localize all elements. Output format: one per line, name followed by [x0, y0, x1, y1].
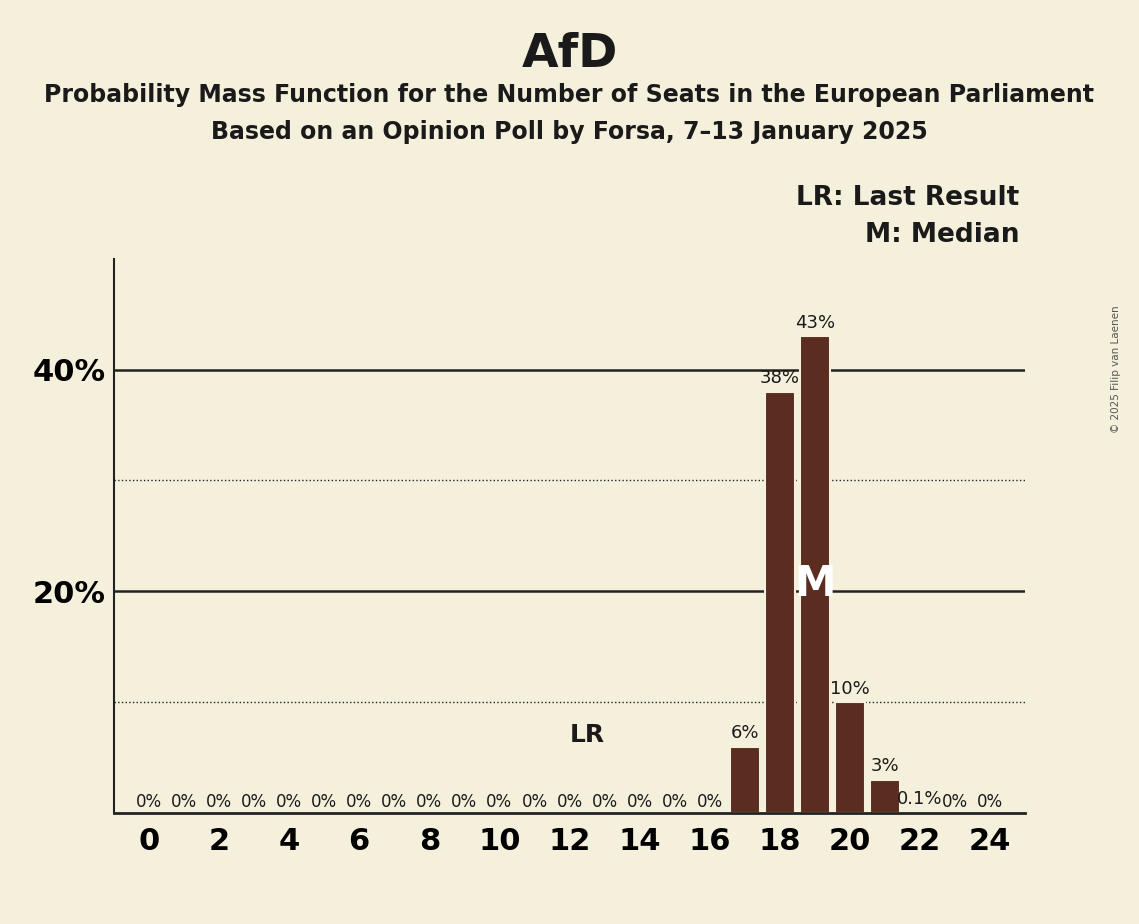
Text: 0%: 0% — [626, 793, 653, 811]
Text: 0%: 0% — [697, 793, 723, 811]
Text: 0%: 0% — [311, 793, 337, 811]
Text: 0%: 0% — [382, 793, 408, 811]
Text: 0%: 0% — [136, 793, 162, 811]
Bar — [765, 392, 795, 813]
Text: © 2025 Filip van Laenen: © 2025 Filip van Laenen — [1112, 306, 1121, 433]
Text: LR: LR — [570, 723, 605, 747]
Text: 0%: 0% — [416, 793, 442, 811]
Bar — [870, 780, 900, 813]
Text: 0%: 0% — [977, 793, 1003, 811]
Text: 38%: 38% — [760, 370, 800, 387]
Text: AfD: AfD — [522, 32, 617, 78]
Text: 0%: 0% — [591, 793, 617, 811]
Bar — [835, 702, 865, 813]
Text: 0.1%: 0.1% — [898, 790, 943, 808]
Text: 0%: 0% — [346, 793, 372, 811]
Text: M: M — [794, 564, 836, 605]
Text: M: Median: M: Median — [865, 222, 1019, 248]
Text: 0%: 0% — [241, 793, 268, 811]
Text: 0%: 0% — [206, 793, 232, 811]
Text: 3%: 3% — [870, 758, 899, 775]
Text: 43%: 43% — [795, 314, 835, 332]
Bar — [800, 336, 829, 813]
Text: Probability Mass Function for the Number of Seats in the European Parliament: Probability Mass Function for the Number… — [44, 83, 1095, 107]
Text: LR: Last Result: LR: Last Result — [796, 185, 1019, 211]
Text: 6%: 6% — [730, 724, 759, 742]
Text: 0%: 0% — [451, 793, 477, 811]
Text: 0%: 0% — [486, 793, 513, 811]
Text: 0%: 0% — [557, 793, 582, 811]
Text: 0%: 0% — [522, 793, 548, 811]
Text: 0%: 0% — [942, 793, 968, 811]
Bar — [906, 812, 935, 813]
Text: 0%: 0% — [171, 793, 197, 811]
Text: 10%: 10% — [830, 680, 870, 698]
Text: 0%: 0% — [276, 793, 302, 811]
Bar — [730, 747, 760, 813]
Text: 0%: 0% — [662, 793, 688, 811]
Text: Based on an Opinion Poll by Forsa, 7–13 January 2025: Based on an Opinion Poll by Forsa, 7–13 … — [211, 120, 928, 144]
